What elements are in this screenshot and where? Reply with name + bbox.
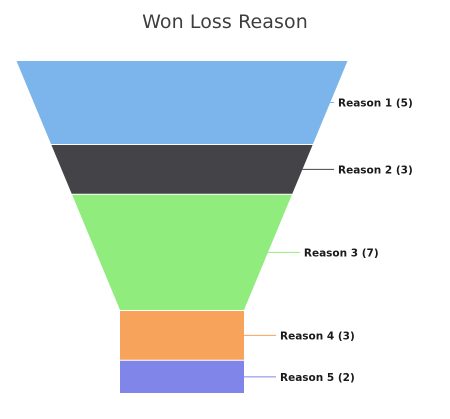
funnel-segment-3[interactable]: [72, 194, 292, 310]
funnel-segment-2[interactable]: [51, 145, 313, 194]
segment-label-5: Reason 5 (2): [280, 372, 355, 384]
funnel-segment-1[interactable]: [16, 61, 348, 144]
funnel-segment-5[interactable]: [120, 360, 244, 393]
funnel-segment-4[interactable]: [120, 311, 244, 360]
chart-title: Won Loss Reason: [142, 11, 308, 33]
segment-label-2: Reason 2 (3): [338, 164, 413, 176]
segment-label-3: Reason 3 (7): [304, 247, 379, 259]
segment-label-1: Reason 1 (5): [338, 98, 413, 110]
segment-label-4: Reason 4 (3): [280, 330, 355, 342]
